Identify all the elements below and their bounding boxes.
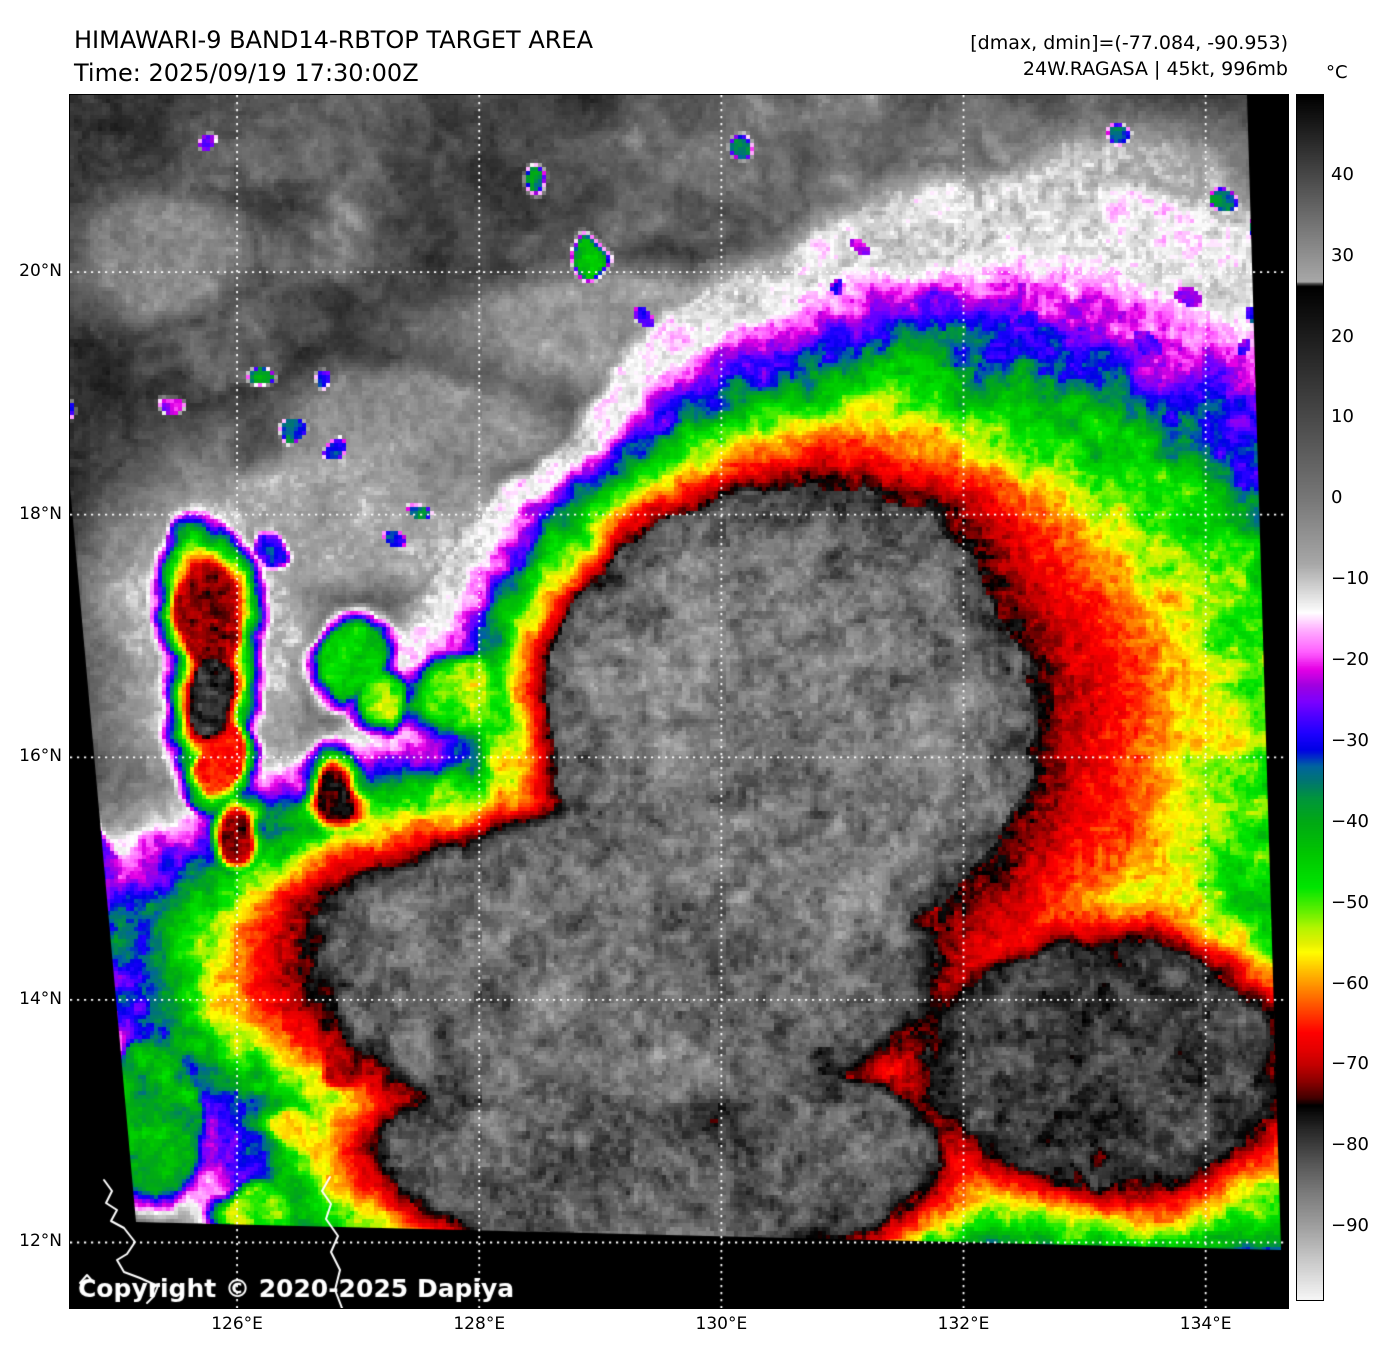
x-tick-label: 130°E xyxy=(695,1314,748,1334)
colorbar-tick-label: 0 xyxy=(1331,487,1343,509)
y-tick-label: 20°N xyxy=(19,261,62,282)
colorbar-tick-label: 10 xyxy=(1331,406,1354,428)
y-tick-label: 14°N xyxy=(19,988,62,1009)
colorbar-tick-label: −60 xyxy=(1331,972,1369,994)
colorbar-tick-label: 30 xyxy=(1331,244,1354,266)
y-tick-label: 18°N xyxy=(19,503,62,524)
colorbar-tick-label: −50 xyxy=(1331,891,1369,913)
colorbar-tick-label: 40 xyxy=(1331,163,1354,185)
colorbar-tick-label: −80 xyxy=(1331,1134,1369,1156)
y-tick-label: 16°N xyxy=(19,746,62,767)
colorbar-gradient-canvas xyxy=(1297,95,1323,1300)
colorbar-tick-label: −30 xyxy=(1331,729,1369,751)
satellite-image-canvas xyxy=(70,95,1288,1308)
colorbar-tick-label: −40 xyxy=(1331,810,1369,832)
storm-id-intensity: 24W.RAGASA | 45kt, 996mb xyxy=(1022,58,1288,80)
x-tick-label: 134°E xyxy=(1179,1314,1232,1334)
x-tick-label: 132°E xyxy=(937,1314,990,1334)
colorbar-tick-label: −70 xyxy=(1331,1053,1369,1075)
figure-timestamp: Time: 2025/09/19 17:30:00Z xyxy=(74,59,419,87)
storm-info-block: [dmax, dmin]=(-77.084, -90.953) 24W.RAGA… xyxy=(970,30,1288,82)
x-tick-label: 128°E xyxy=(453,1314,506,1334)
y-tick-label: 12°N xyxy=(19,1231,62,1252)
figure-title-block: HIMAWARI-9 BAND14-RBTOP TARGET AREA Time… xyxy=(74,24,593,90)
colorbar-tick-label: −10 xyxy=(1331,568,1369,590)
x-tick-label: 126°E xyxy=(211,1314,263,1334)
colorbar-tick-label: −20 xyxy=(1331,649,1369,671)
colorbar-unit-label: °C xyxy=(1326,62,1348,83)
dmax-dmin-readout: [dmax, dmin]=(-77.084, -90.953) xyxy=(970,32,1288,54)
colorbar xyxy=(1296,94,1324,1301)
map-plot-area xyxy=(69,94,1289,1309)
figure-title: HIMAWARI-9 BAND14-RBTOP TARGET AREA xyxy=(74,26,594,54)
colorbar-tick-label: −90 xyxy=(1331,1215,1369,1237)
colorbar-tick-label: 20 xyxy=(1331,325,1354,347)
